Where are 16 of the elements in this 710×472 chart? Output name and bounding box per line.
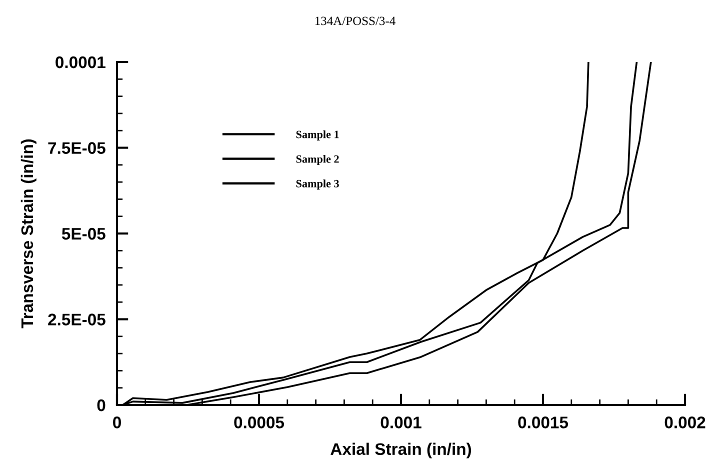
- x-axis-title: Axial Strain (in/in): [330, 442, 472, 458]
- x-tick-label: 0.0015: [518, 416, 568, 428]
- legend-label: Sample 2: [296, 154, 339, 166]
- legend-label: Sample 1: [296, 130, 339, 140]
- chart-title: 134A/POSS/3-4: [315, 16, 396, 26]
- legend-label: Sample 3: [296, 180, 339, 190]
- y-tick-label: 5E-05: [62, 228, 106, 240]
- x-tick-label: 0: [113, 416, 121, 428]
- x-tick-label: 0.0005: [234, 416, 284, 428]
- y-tick-label: 0: [97, 399, 106, 412]
- x-tick-label: 0.001: [380, 416, 422, 428]
- y-tick-label: 2.5E-05: [48, 314, 106, 326]
- y-tick-label: 7.5E-05: [48, 142, 106, 154]
- y-axis-title: Transverse Strain (in/in): [20, 139, 36, 328]
- x-tick-label: 0.002: [664, 416, 706, 428]
- y-tick-label: 0.0001: [56, 56, 106, 68]
